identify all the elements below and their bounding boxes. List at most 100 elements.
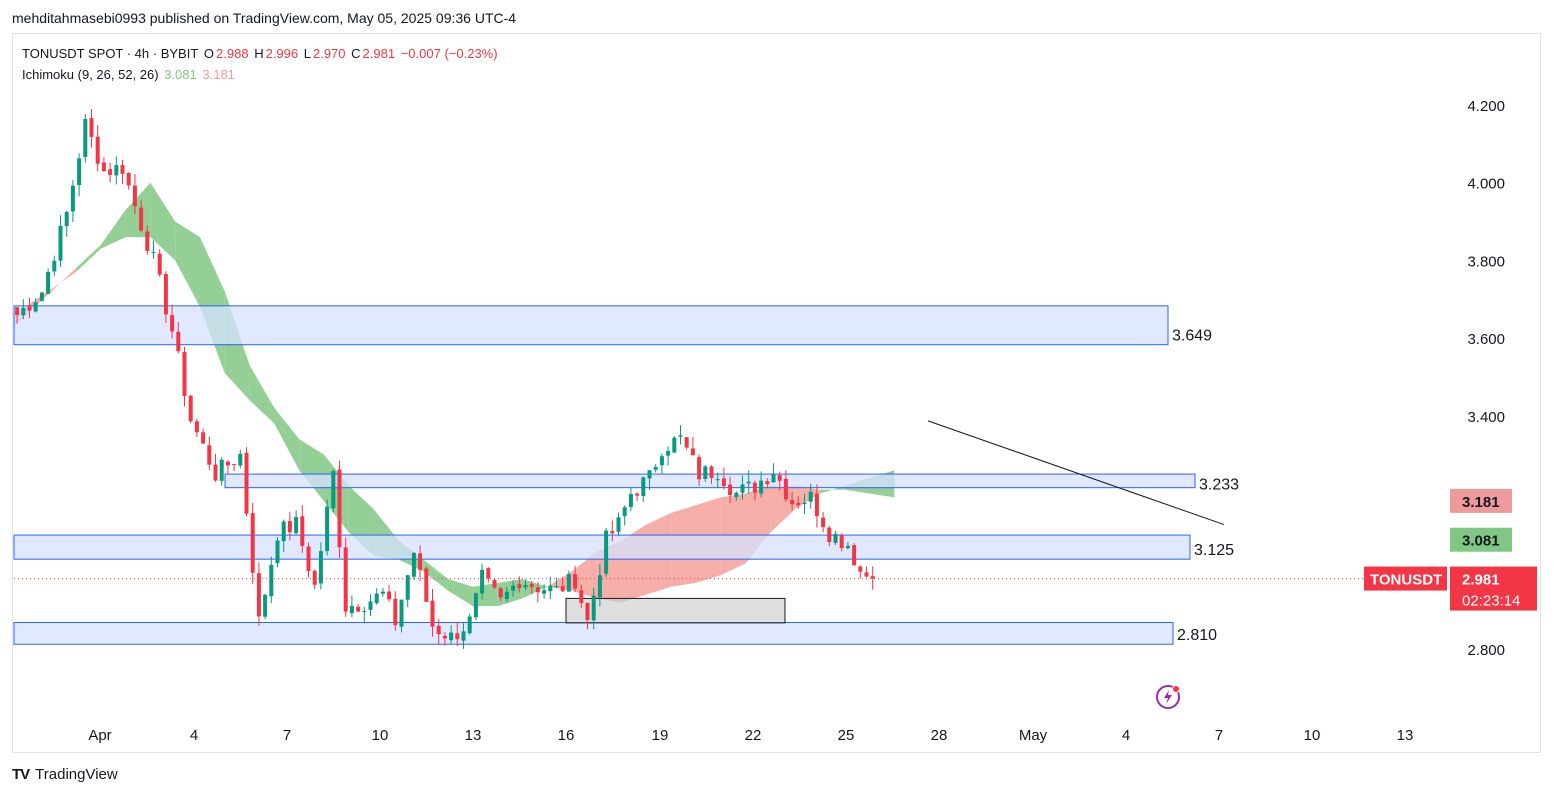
cloud-segment <box>200 237 225 374</box>
indicator-price-badge <box>1450 527 1512 552</box>
candle-body <box>163 273 168 315</box>
candle-body <box>52 260 57 272</box>
y-tick-label: 3.600 <box>1467 331 1505 348</box>
candle-body <box>418 553 423 570</box>
symbol-info[interactable]: TONUSDT SPOT · 4h · BYBIT <box>22 46 199 61</box>
candle-body <box>411 552 416 577</box>
indicator-value-a: 3.081 <box>164 67 197 82</box>
indicator-price-label: 3.081 <box>1462 533 1500 550</box>
x-tick-label: 4 <box>190 727 198 744</box>
candle-body <box>628 494 633 508</box>
candle-body <box>213 464 218 481</box>
candle-body <box>269 565 274 597</box>
x-tick-label: May <box>1019 727 1048 744</box>
candle-body <box>263 594 268 617</box>
symbol-badge-label: TONUSDT <box>1370 572 1442 589</box>
x-tick-label: 19 <box>652 727 669 744</box>
candle-body <box>349 605 354 614</box>
indicator-price-badge <box>1450 488 1512 513</box>
zone-label: 3.233 <box>1199 477 1239 494</box>
candle-body <box>845 545 850 549</box>
candle-body <box>542 590 547 594</box>
alert-lightning-icon[interactable] <box>1155 683 1183 711</box>
candle-body <box>442 635 447 639</box>
candle-body <box>139 207 144 231</box>
candle-body <box>256 573 261 617</box>
tradingview-logo[interactable]: TV TradingView <box>12 766 118 783</box>
candle-body <box>486 568 491 579</box>
candle-body <box>46 271 51 294</box>
candle-body <box>194 421 199 433</box>
x-tick-label: 16 <box>558 727 575 744</box>
candle-body <box>777 475 782 481</box>
candle-body <box>399 599 404 627</box>
candle-body <box>591 595 596 621</box>
candle-body <box>771 474 776 483</box>
zone-rect <box>13 305 1169 346</box>
symbol-badge <box>1364 566 1447 591</box>
candle-body <box>380 591 385 594</box>
low-label: L <box>303 46 311 61</box>
candle-body <box>480 569 485 594</box>
indicator-name[interactable]: Ichimoku (9, 26, 52, 26) <box>22 67 159 82</box>
candle-body <box>250 513 255 573</box>
candle-body <box>15 307 20 315</box>
candle-body <box>783 478 788 500</box>
candle-body <box>343 547 348 612</box>
candle-body <box>802 502 807 505</box>
candle-body <box>833 533 838 544</box>
candle-body <box>83 118 88 157</box>
candle-body <box>492 580 497 588</box>
cloud-segment <box>720 493 746 576</box>
close-value: 2.981 <box>362 46 396 61</box>
candle-body <box>566 573 571 592</box>
candle-body <box>604 530 609 574</box>
candle-body <box>126 172 131 186</box>
cloud-segment <box>150 182 176 261</box>
x-tick-label: 22 <box>745 727 762 744</box>
trendline <box>927 420 1225 526</box>
cloud-segment <box>175 221 200 308</box>
candle-body <box>728 484 733 496</box>
indicator-legend[interactable]: Ichimoku (9, 26, 52, 26) 3.081 3.181 <box>22 67 237 82</box>
x-tick-label: 7 <box>1215 727 1223 744</box>
cloud-segment <box>770 485 796 533</box>
indicator-value-b: 3.181 <box>202 67 235 82</box>
chart-frame[interactable] <box>12 33 1541 753</box>
candle-body <box>393 598 398 626</box>
x-tick-label: 4 <box>1122 727 1130 744</box>
candle-body <box>64 212 69 227</box>
candle-body <box>573 574 578 589</box>
low-value: 2.970 <box>312 46 346 61</box>
candle-body <box>529 583 534 587</box>
cloud-segment <box>448 578 473 607</box>
x-tick-label: 7 <box>283 727 291 744</box>
candle-body <box>337 469 342 548</box>
candle-body <box>678 435 683 437</box>
indicator-price-label: 3.181 <box>1462 494 1500 511</box>
candle-body <box>238 453 243 466</box>
symbol-legend[interactable]: TONUSDT SPOT · 4h · BYBIT O 2.988 H 2.996 … <box>22 46 500 61</box>
candle-body <box>281 521 286 542</box>
support-resistance-zones: 3.649 3.233 3.125 2.810 <box>13 305 1239 645</box>
candle-body <box>182 351 187 396</box>
candle-body <box>666 451 671 456</box>
candle-body <box>368 601 373 610</box>
candle-body <box>89 118 94 137</box>
candle-body <box>579 590 584 604</box>
candle-body <box>145 231 150 252</box>
candle-body <box>362 611 367 613</box>
candle-body <box>597 575 602 598</box>
candle-body <box>821 517 826 528</box>
candle-body <box>306 546 311 572</box>
candle-body <box>312 570 317 585</box>
candle-body <box>318 551 323 584</box>
consolidation-box <box>565 597 786 624</box>
open-label: O <box>203 46 215 61</box>
candle-body <box>405 575 410 600</box>
cloud-segment <box>572 551 597 599</box>
candle-body <box>672 437 677 453</box>
candle-body <box>287 521 292 533</box>
candle-body <box>39 292 44 301</box>
